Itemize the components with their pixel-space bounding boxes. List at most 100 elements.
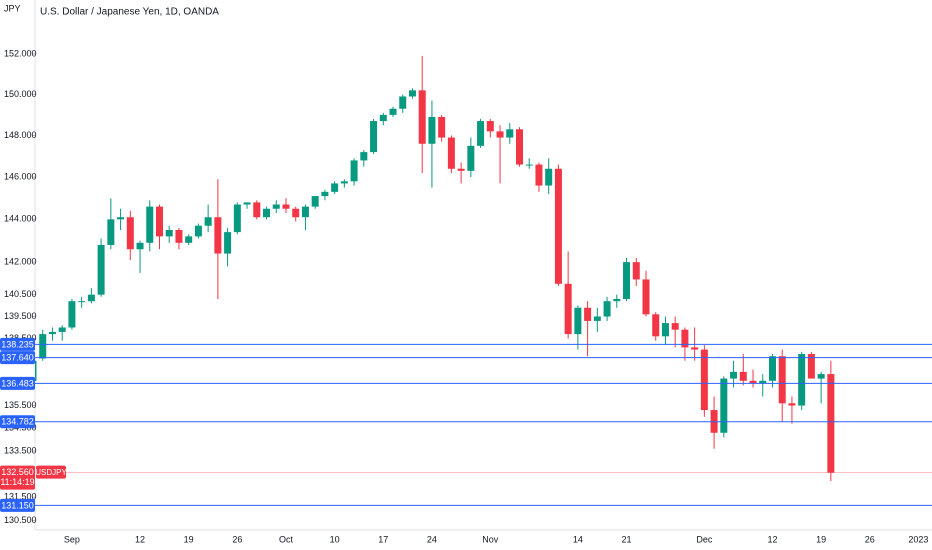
candle-body <box>87 294 95 302</box>
candle-body <box>768 356 776 381</box>
candle-body <box>146 206 154 243</box>
candle-body <box>496 131 504 138</box>
candle-body <box>48 331 56 335</box>
candle-body <box>418 90 426 144</box>
level-label-box <box>0 415 35 429</box>
candle-body <box>759 380 767 384</box>
y-tick-label: 133.500 <box>4 445 37 455</box>
y-tick-label: 146.000 <box>4 172 37 182</box>
x-tick-label: 17 <box>378 534 388 544</box>
level-label: 137.640 <box>1 352 34 362</box>
candle-body <box>311 196 319 207</box>
candle-body <box>691 347 699 350</box>
candle-body <box>554 168 562 284</box>
plot-area <box>35 55 835 481</box>
level-label: 136.483 <box>1 378 34 388</box>
candle-body <box>340 181 348 184</box>
y-tick-label: 148.000 <box>4 130 37 140</box>
candle-body <box>331 183 339 192</box>
candle-body <box>642 279 650 315</box>
candle-body <box>613 299 621 302</box>
candle-body <box>778 356 786 404</box>
candle-body <box>360 152 368 161</box>
y-tick-label: 140.500 <box>4 289 37 299</box>
candle-body <box>827 374 835 473</box>
x-tick-label: Nov <box>482 534 499 544</box>
x-tick-label: 12 <box>767 534 777 544</box>
y-tick-label: 139.500 <box>4 311 37 321</box>
candle-body <box>214 217 222 254</box>
currency-label: JPY <box>4 3 21 13</box>
candle-body <box>224 232 232 254</box>
candle-body <box>661 323 669 337</box>
candle-body <box>155 206 163 237</box>
chart-title: U.S. Dollar / Japanese Yen, 1D, OANDA <box>40 7 219 18</box>
candle-body <box>447 137 455 169</box>
candle-body <box>564 283 572 335</box>
candle-body <box>68 301 76 328</box>
candle-body <box>97 244 105 295</box>
candle-body <box>749 380 757 384</box>
x-tick-label: 19 <box>816 534 826 544</box>
symbol-label: USDJPY <box>35 468 67 477</box>
x-tick-label: 21 <box>622 534 632 544</box>
candle-body <box>516 129 523 165</box>
candle-body <box>253 202 261 218</box>
candle-body <box>292 208 300 218</box>
level-label: 134.782 <box>1 417 34 427</box>
x-tick-label: Sep <box>64 534 80 544</box>
candle-body <box>574 307 582 335</box>
candle-body <box>593 316 601 321</box>
candle-body <box>370 121 378 153</box>
y-tick-label: 152.000 <box>4 48 37 58</box>
candle-body <box>408 90 416 97</box>
candle-body <box>535 164 543 186</box>
x-tick-label: 10 <box>330 534 340 544</box>
candle-body <box>379 114 387 122</box>
candle-body <box>807 354 815 379</box>
x-tick-label: 26 <box>232 534 242 544</box>
candle-body <box>175 229 183 243</box>
y-tick-label: 150.000 <box>4 89 37 99</box>
candle-body <box>798 354 806 406</box>
candle-body <box>817 374 825 379</box>
candle-body <box>58 327 66 332</box>
x-tick-label: 26 <box>865 534 875 544</box>
candle-body <box>78 301 86 303</box>
candle-body <box>788 403 796 406</box>
candle-body <box>457 168 465 171</box>
x-tick-label: 2023 <box>908 534 928 544</box>
candle-body <box>681 329 689 348</box>
candle-body <box>652 314 660 337</box>
y-tick-label: 135.500 <box>4 400 37 410</box>
level-label-box <box>0 351 35 365</box>
candle-body <box>428 116 436 144</box>
candle-body <box>126 217 134 250</box>
candle-body <box>39 334 47 359</box>
candle-body <box>263 208 271 218</box>
candle-body <box>739 371 747 381</box>
candle-body <box>136 242 144 250</box>
candle-body <box>438 116 446 138</box>
last-price-box <box>0 465 35 490</box>
candle-body <box>185 236 193 243</box>
candle-body <box>477 121 485 146</box>
candle-body <box>603 301 611 317</box>
x-tick-label: 12 <box>135 534 145 544</box>
candle-body <box>525 164 533 166</box>
candle-body <box>194 225 202 237</box>
y-tick-label: 144.000 <box>4 214 37 224</box>
symbol-tag <box>36 465 66 479</box>
candle-body <box>730 371 738 379</box>
level-label-box <box>0 376 35 390</box>
candle-body <box>623 262 631 300</box>
candle-body <box>350 160 358 182</box>
candle-body <box>243 202 251 205</box>
y-tick-label: 130.500 <box>4 515 37 525</box>
candle-body <box>632 262 640 280</box>
x-tick-label: Oct <box>279 534 294 544</box>
candle-body <box>486 121 494 132</box>
level-label-box <box>0 498 35 512</box>
candle-body <box>399 96 407 109</box>
